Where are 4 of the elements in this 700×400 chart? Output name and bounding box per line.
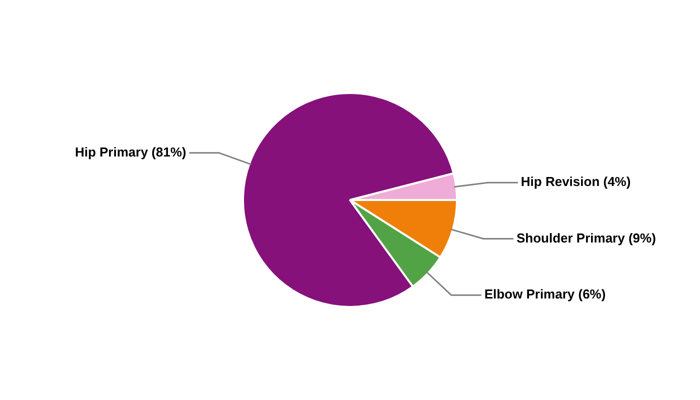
slice-label: Hip Revision (4%) [520, 174, 631, 190]
slice-label: Hip Primary (81%) [74, 144, 186, 160]
slice-label: Elbow Primary (6%) [484, 286, 606, 302]
slice-label: Shoulder Primary (9%) [516, 230, 656, 246]
